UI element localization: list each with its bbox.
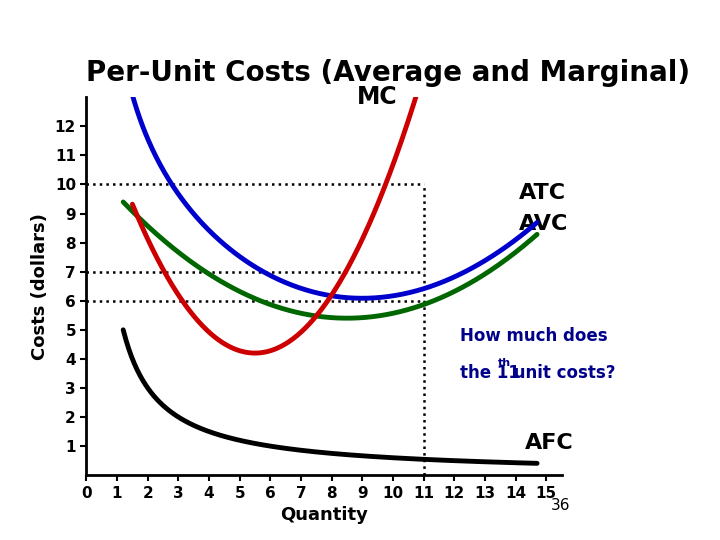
Text: AFC: AFC xyxy=(525,433,574,453)
Text: ATC: ATC xyxy=(518,183,566,203)
Text: Per-Unit Costs (Average and Marginal): Per-Unit Costs (Average and Marginal) xyxy=(86,58,690,86)
Text: MC: MC xyxy=(357,85,398,109)
Text: 36: 36 xyxy=(552,498,571,514)
Text: unit costs?: unit costs? xyxy=(508,364,616,382)
X-axis label: Quantity: Quantity xyxy=(280,506,368,524)
Y-axis label: Costs (dollars): Costs (dollars) xyxy=(31,213,49,360)
Text: the 11: the 11 xyxy=(460,364,521,382)
Text: th: th xyxy=(498,358,511,368)
Text: AVC: AVC xyxy=(518,214,568,234)
Text: How much does: How much does xyxy=(460,327,608,345)
